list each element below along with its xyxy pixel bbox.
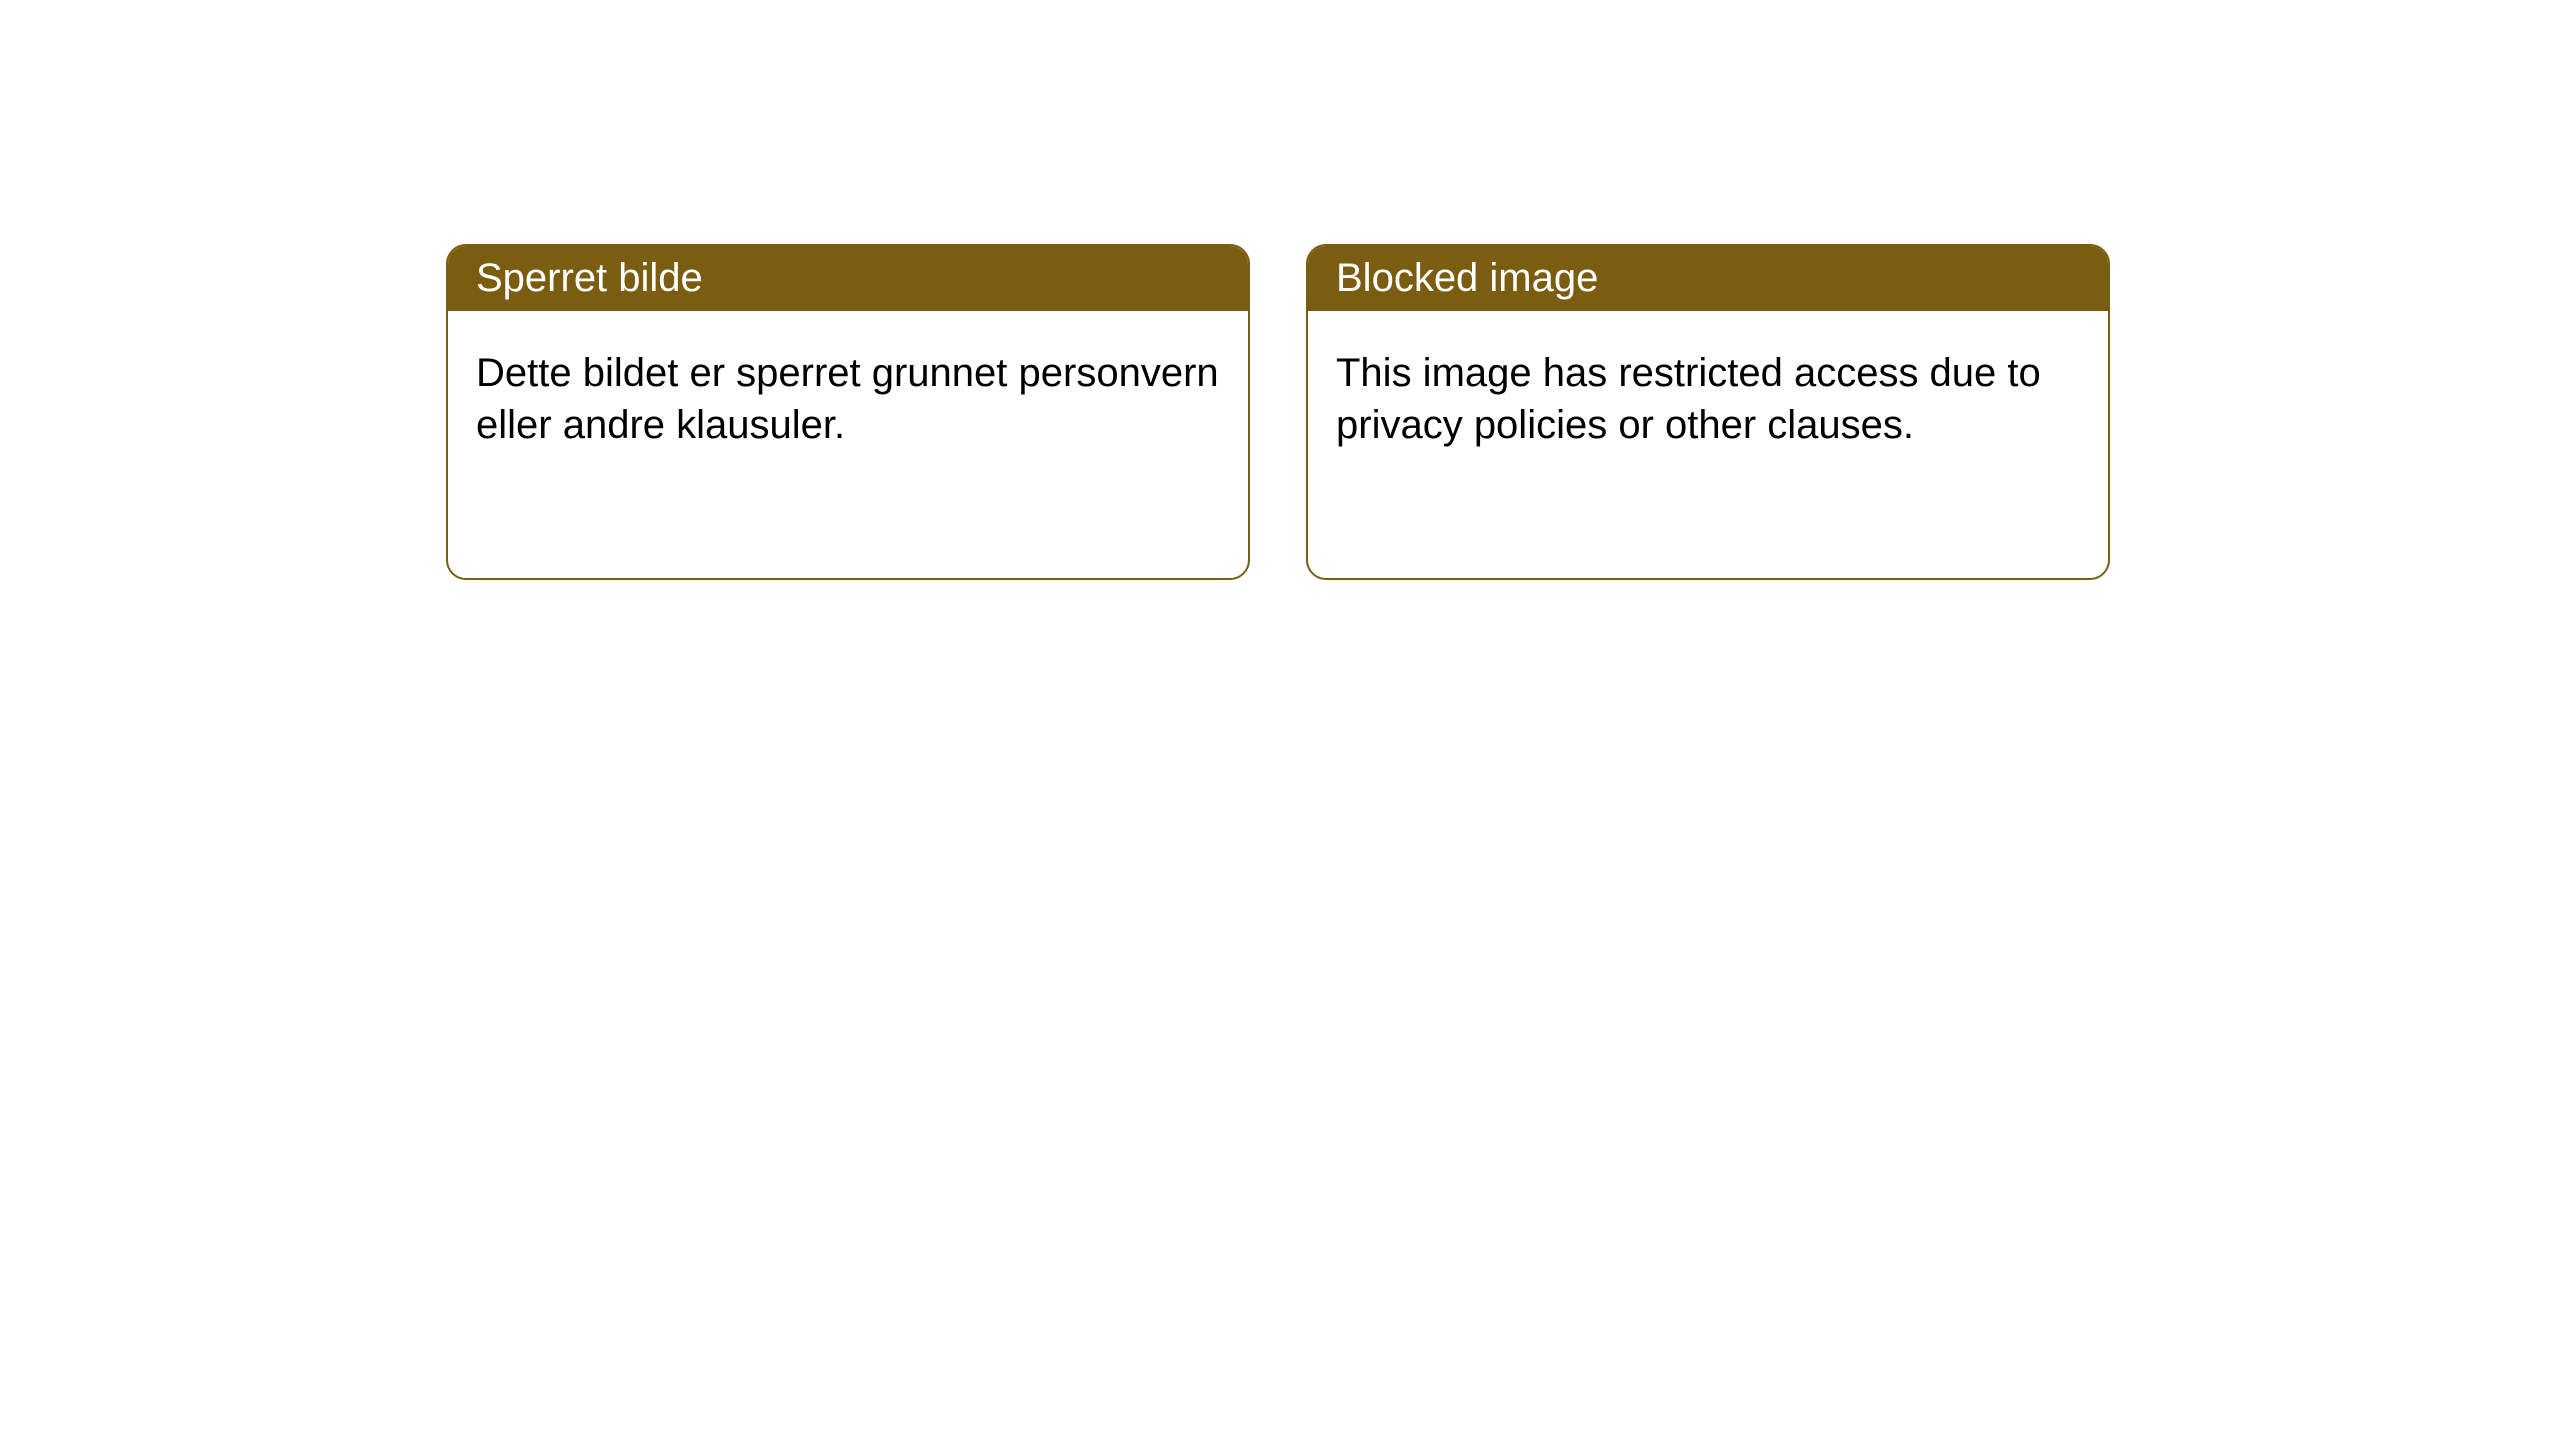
notice-card-header: Blocked image (1308, 246, 2108, 311)
notice-card-header: Sperret bilde (448, 246, 1248, 311)
notice-card-body: This image has restricted access due to … (1308, 311, 2108, 487)
notice-card-body: Dette bildet er sperret grunnet personve… (448, 311, 1248, 487)
notice-body-text: Dette bildet er sperret grunnet personve… (476, 351, 1219, 447)
notice-container: Sperret bilde Dette bildet er sperret gr… (0, 0, 2560, 580)
notice-card-norwegian: Sperret bilde Dette bildet er sperret gr… (446, 244, 1250, 580)
notice-title: Blocked image (1336, 256, 1598, 300)
notice-card-english: Blocked image This image has restricted … (1306, 244, 2110, 580)
notice-body-text: This image has restricted access due to … (1336, 351, 2041, 447)
notice-title: Sperret bilde (476, 256, 703, 300)
